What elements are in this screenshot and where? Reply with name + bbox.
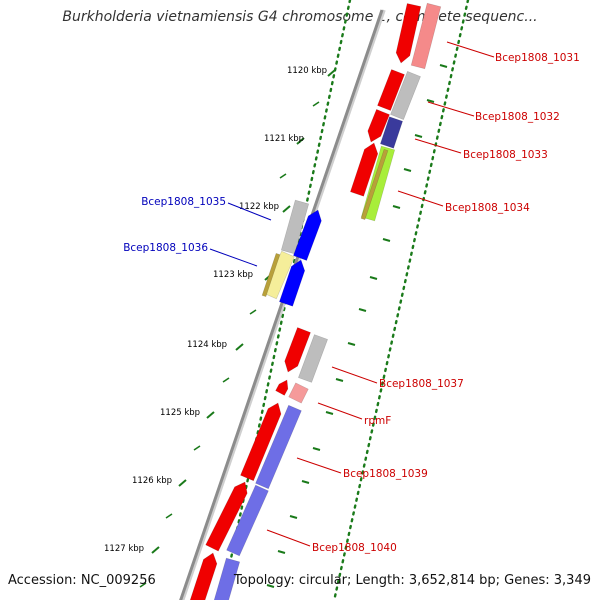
backbone-shadow	[180, 9, 386, 600]
topology-label: Topology: circular; Length: 3,652,814 bp…	[233, 573, 591, 588]
gene-feature[interactable]	[213, 557, 241, 600]
backbone	[179, 9, 384, 600]
label-leader-line	[331, 366, 378, 384]
scale-minor-tick	[165, 513, 173, 519]
gene-feature[interactable]	[360, 149, 389, 220]
gene-feature[interactable]	[284, 327, 311, 373]
gene-feature[interactable]	[261, 253, 281, 297]
scale-tick-1122	[282, 205, 291, 213]
outer-scale-ring	[220, 0, 352, 600]
gene-feature[interactable]	[377, 69, 405, 111]
scale-minor-tick	[369, 276, 378, 280]
scale-tick-1126	[178, 479, 187, 487]
scale-minor-tick	[335, 378, 344, 382]
scale-minor-tick	[312, 101, 320, 107]
label-leader-line	[266, 529, 311, 547]
label-leader-line	[414, 138, 462, 154]
scale-minor-tick	[279, 173, 287, 179]
gene-label-bcep1808-1040[interactable]: Bcep1808_1040	[312, 542, 397, 554]
scale-minor-tick	[439, 64, 448, 68]
scale-minor-tick	[312, 447, 321, 451]
scale-minor-tick	[266, 584, 275, 588]
scale-minor-tick	[289, 515, 298, 519]
gene-feature[interactable]	[240, 402, 282, 482]
label-leader-line	[296, 457, 342, 474]
label-leader-line	[317, 402, 363, 420]
scale-minor-tick	[403, 168, 412, 172]
scale-label-1123: 1123 kbp	[213, 270, 253, 280]
scale-label-1121: 1121 kbp	[264, 134, 304, 144]
scale-tick-1125	[206, 411, 215, 419]
gene-feature[interactable]	[205, 481, 248, 552]
gene-label-bcep1808-1039[interactable]: Bcep1808_1039	[343, 468, 428, 480]
gene-label-bcep1808-1036[interactable]: Bcep1808_1036	[123, 242, 208, 254]
scale-label-1127: 1127 kbp	[104, 544, 144, 554]
gene-label-bcep1808-1037[interactable]: Bcep1808_1037	[379, 378, 464, 390]
gene-feature-bcep1808-1031[interactable]	[410, 2, 442, 70]
label-leader-line	[397, 190, 444, 207]
gene-feature[interactable]	[367, 109, 390, 143]
scale-minor-tick	[301, 480, 310, 484]
gene-feature-bcep1808-1039[interactable]	[255, 404, 302, 490]
scale-minor-tick	[222, 377, 230, 383]
scale-minor-tick	[358, 308, 367, 312]
gene-label-bcep1808-1033[interactable]: Bcep1808_1033	[463, 149, 548, 161]
scale-minor-tick	[414, 134, 423, 138]
label-leader-line	[209, 248, 258, 267]
label-leader-line	[446, 41, 495, 58]
label-leader-line	[227, 202, 272, 221]
scale-label-1124: 1124 kbp	[187, 340, 227, 350]
scale-minor-tick	[426, 99, 435, 103]
gene-label-rpmf[interactable]: rpmF	[364, 415, 391, 427]
scale-minor-tick	[325, 411, 334, 415]
scale-minor-tick	[277, 550, 286, 554]
scale-label-1120: 1120 kbp	[287, 66, 327, 76]
inner-scale-ring	[333, 0, 470, 600]
scale-minor-tick	[139, 582, 147, 588]
scale-minor-tick	[382, 238, 391, 242]
gene-feature-bcep1808-1037[interactable]	[298, 334, 328, 383]
scale-tick-1127	[151, 546, 160, 554]
scale-tick-1121	[296, 137, 305, 145]
gene-label-bcep1808-1035[interactable]: Bcep1808_1035	[141, 196, 226, 208]
scale-minor-tick	[193, 445, 201, 451]
scale-minor-tick	[392, 205, 401, 209]
gene-label-bcep1808-1031[interactable]: Bcep1808_1031	[495, 52, 580, 64]
scale-minor-tick	[347, 342, 356, 346]
gene-feature[interactable]	[275, 379, 289, 396]
gene-feature-bcep1808-1040[interactable]	[226, 484, 269, 557]
gene-feature[interactable]	[293, 209, 322, 261]
scale-tick-1124	[235, 343, 244, 351]
gene-feature[interactable]	[189, 552, 218, 600]
scale-label-1122: 1122 kbp	[239, 202, 279, 212]
gene-feature[interactable]	[395, 3, 422, 64]
gene-label-bcep1808-1034[interactable]: Bcep1808_1034	[445, 202, 530, 214]
gene-feature-bcep1808-1032[interactable]	[390, 71, 421, 120]
scale-tick-1120	[327, 69, 336, 77]
label-leader-line	[427, 101, 475, 117]
gene-feature[interactable]	[350, 142, 379, 197]
scale-label-1125: 1125 kbp	[160, 408, 200, 418]
gene-feature-rpmf[interactable]	[288, 382, 309, 404]
gene-label-bcep1808-1032[interactable]: Bcep1808_1032	[475, 111, 560, 123]
gene-feature-bcep1808-1033[interactable]	[380, 116, 403, 149]
accession-label: Accession: NC_009256	[8, 573, 156, 588]
gene-feature[interactable]	[279, 259, 306, 307]
scale-minor-tick	[249, 309, 257, 315]
scale-label-1126: 1126 kbp	[132, 476, 172, 486]
